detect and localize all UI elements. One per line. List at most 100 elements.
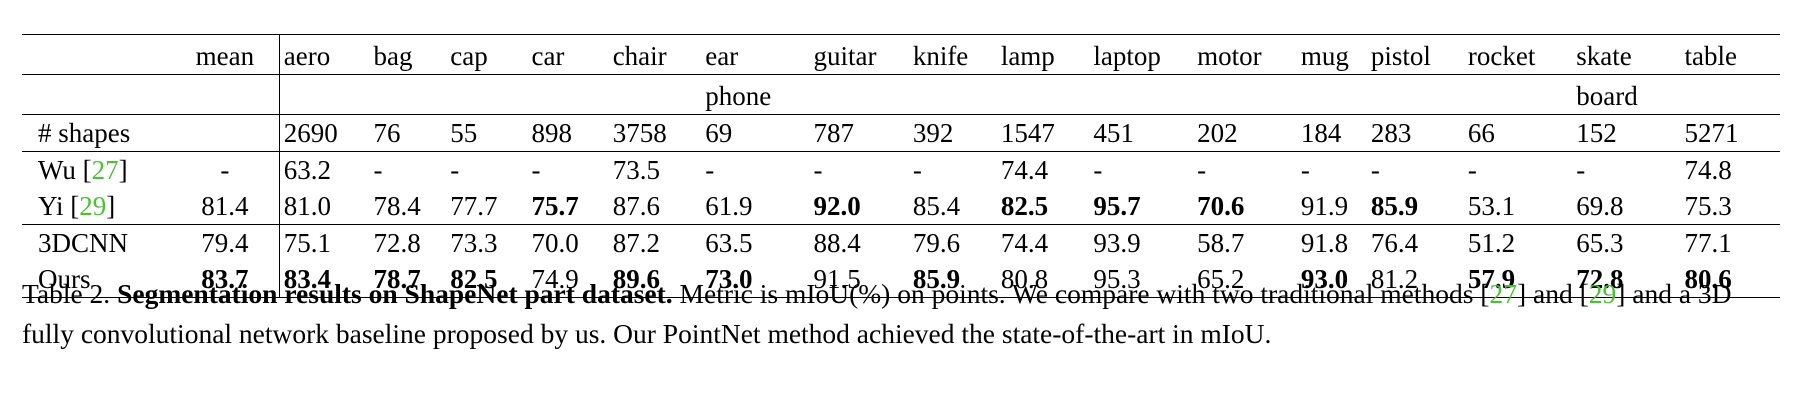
caption-title: Segmentation results on ShapeNet part da… (117, 278, 673, 309)
header-row: phone board (22, 74, 1780, 115)
value-cell: 75.1 (283, 228, 331, 258)
value-cell: 184 (1300, 118, 1342, 148)
method-name: Wu [ (38, 155, 92, 185)
value-cell: 91.5 (813, 264, 861, 294)
value-cell: 80.8 (1000, 264, 1049, 294)
citation-bracket: ] (118, 155, 128, 185)
column-header: knife (912, 41, 969, 71)
value-cell: 74.8 (1684, 155, 1732, 185)
value-cell: 53.1 (1467, 191, 1516, 221)
value-cell: - (531, 155, 541, 185)
citation-link[interactable]: 29 (79, 191, 107, 221)
citation-bracket: ] (106, 191, 116, 221)
value-cell: 88.4 (813, 228, 861, 258)
value-cell: 69 (705, 118, 733, 148)
segmentation-results-table: mean aero bag cap car chair ear guitar knife lamp… (22, 34, 1780, 298)
value-cell: 75.7 (531, 191, 579, 221)
column-header: pistol (1370, 41, 1431, 71)
column-header: motor (1197, 41, 1262, 71)
header-row: mean aero bag cap car chair ear guitar knife lamp… (22, 34, 1780, 75)
value-cell: 83.4 (283, 264, 331, 294)
value-cell: 74.4 (1000, 155, 1049, 185)
value-cell: 77.1 (1684, 228, 1732, 258)
results-table-wrapper: mean aero bag cap car chair ear guitar knife lamp… (22, 34, 1780, 298)
value-cell: - (1467, 155, 1477, 185)
header-method-cell (22, 75, 171, 115)
citation-link[interactable]: 27 (91, 155, 119, 185)
caption-text-1: Metric is mIoU(%) on points. We compare … (672, 278, 1490, 309)
method-cell: Wu [27] (22, 152, 171, 189)
column-header: lamp (1000, 41, 1055, 71)
value-cell: 79.6 (912, 228, 961, 258)
value-cell: 91.8 (1300, 228, 1349, 258)
column-header: phone (705, 81, 772, 111)
value-cell: 85.4 (912, 191, 961, 221)
caption-citation-29[interactable]: 29 (1588, 278, 1617, 309)
method-name: 3DCNN (38, 228, 129, 258)
value-cell: 76 (373, 118, 401, 148)
value-cell: 70.6 (1197, 191, 1245, 221)
caption-text-2: ] and [ (1516, 278, 1589, 309)
value-cell: 72.8 (373, 228, 421, 258)
value-cell: 451 (1093, 118, 1134, 148)
value-cell: 57.9 (1467, 264, 1516, 294)
value-cell: 1547 (1000, 118, 1055, 148)
column-header: ear (705, 41, 739, 71)
value-cell: 3758 (612, 118, 667, 148)
method-cell: 3DCNN (22, 225, 171, 262)
value-cell: - (912, 155, 922, 185)
column-header: car (531, 41, 565, 71)
header-method-cell (22, 35, 171, 75)
value-cell: - (813, 155, 823, 185)
table-row: 3DCNN 79.4 75.1 72.8 73.3 70.0 87.2 63.5 88.4 79.… (22, 224, 1780, 262)
value-cell: 51.2 (1467, 228, 1516, 258)
column-header (527, 75, 608, 115)
value-cell: 787 (813, 118, 855, 148)
value-cell: - (1370, 155, 1380, 185)
value-cell: 95.7 (1093, 191, 1141, 221)
column-header: chair (612, 41, 667, 71)
value-cell: 85.9 (912, 264, 961, 294)
value-cell: 76.4 (1370, 228, 1419, 258)
value-cell: - (1093, 155, 1103, 185)
caption-citation-27[interactable]: 27 (1489, 278, 1517, 309)
column-header: laptop (1093, 41, 1161, 71)
column-header (810, 75, 909, 115)
column-header: board (1576, 81, 1638, 111)
column-header (1193, 75, 1297, 115)
table-row: Wu [27] -63.2- - -73.5- - -74.4- - - - - -74.8 (22, 151, 1780, 189)
value-cell: 79.4 (170, 224, 280, 261)
column-header: mean (170, 34, 280, 75)
column-header (1681, 75, 1780, 115)
column-header (1367, 75, 1464, 115)
value-cell: - (1576, 155, 1586, 185)
value-cell: 898 (531, 118, 572, 148)
column-header (170, 74, 280, 115)
value-cell: 74.4 (1000, 228, 1049, 258)
value-cell: 81.4 (170, 188, 280, 225)
column-header (909, 75, 997, 115)
value-cell: 73.3 (450, 228, 498, 258)
column-header: aero (283, 41, 331, 71)
column-header (1089, 75, 1193, 115)
value-cell: 61.9 (705, 191, 753, 221)
value-cell: 65.2 (1197, 264, 1245, 294)
value-cell: 89.6 (612, 264, 660, 294)
column-header (997, 75, 1090, 115)
column-header: bag (373, 41, 413, 71)
table-body: # shapes 2690 76 55 898 3758 69 787 392 1547 451 20… (22, 114, 1780, 298)
value-cell: - (450, 155, 460, 185)
value-cell: 80.6 (1684, 264, 1732, 294)
value-cell: 82.5 (1000, 191, 1049, 221)
value-cell: 283 (1370, 118, 1412, 148)
value-cell: 87.2 (612, 228, 660, 258)
method-name: Ours (38, 264, 91, 294)
table-header: mean aero bag cap car chair ear guitar knife lamp… (22, 34, 1780, 115)
table-row: Yi [29] 81.4 81.0 78.4 77.7 75.7 87.6 61.9 92.0 8… (22, 188, 1780, 225)
value-cell: 77.7 (450, 191, 498, 221)
value-cell: 87.6 (612, 191, 660, 221)
value-cell: - (1197, 155, 1207, 185)
value-cell: 92.0 (813, 191, 861, 221)
value-cell: 5271 (1684, 118, 1739, 148)
value-cell: 55 (450, 118, 478, 148)
